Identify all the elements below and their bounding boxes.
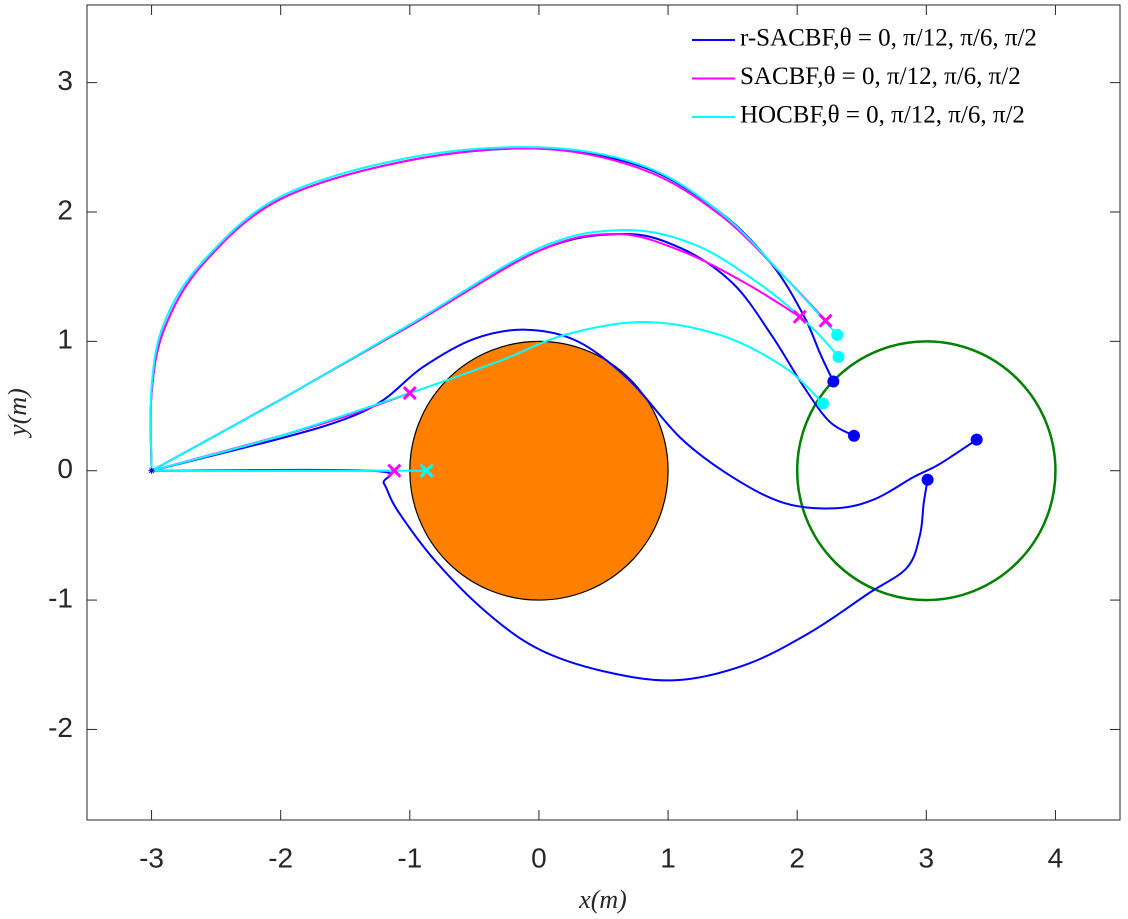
trajectory [149, 146, 838, 471]
legend-label: SACBF,θ = 0, π/12, π/6, π/2 [740, 63, 1021, 90]
cross-stroke [402, 386, 417, 401]
end-marker [921, 473, 934, 486]
plot-frame [86, 4, 1121, 821]
x-tick-label: -3 [139, 842, 164, 873]
cross-stroke [419, 463, 434, 478]
y-tick-label: 1 [57, 324, 73, 355]
end-marker [831, 328, 844, 341]
end-marker [792, 309, 807, 324]
y-tick-label: 2 [57, 194, 73, 225]
x-tick-label: -2 [268, 842, 293, 873]
y-axis-label: y(m) [3, 388, 32, 439]
x-tick-label: 2 [789, 842, 805, 873]
y-tick-label: -1 [48, 582, 73, 613]
end-marker [848, 429, 861, 442]
trajectory [151, 468, 929, 682]
x-tick-label: -1 [397, 842, 422, 873]
asterisk-stroke [149, 468, 155, 474]
cross-stroke [387, 463, 402, 478]
start-marker [148, 467, 155, 474]
end-marker [827, 375, 840, 388]
trajectory [151, 229, 840, 472]
trajectory [151, 328, 978, 510]
end-marker [818, 313, 833, 328]
x-axis-label: x(m) [578, 885, 627, 914]
x-tick-label: 0 [531, 842, 547, 873]
end-marker [419, 463, 434, 478]
end-marker [387, 463, 402, 478]
end-marker [402, 386, 417, 401]
y-tick-label: 0 [57, 453, 73, 484]
end-marker [970, 433, 983, 446]
y-tick-label: -2 [48, 712, 73, 743]
x-tick-label: 3 [919, 842, 935, 873]
x-tick-label: 4 [1048, 842, 1064, 873]
end-marker [832, 350, 845, 363]
legend-label: HOCBF,θ = 0, π/12, π/6, π/2 [740, 102, 1025, 129]
cross-stroke [818, 313, 833, 328]
cross-stroke [792, 309, 807, 324]
end-marker [817, 397, 830, 410]
goal [795, 340, 1057, 602]
x-tick-label: 1 [660, 842, 676, 873]
y-tick-label: 3 [57, 65, 73, 96]
trajectory [149, 147, 827, 471]
trajectory [151, 320, 824, 472]
legend-label: r-SACBF,θ = 0, π/12, π/6, π/2 [740, 25, 1037, 52]
